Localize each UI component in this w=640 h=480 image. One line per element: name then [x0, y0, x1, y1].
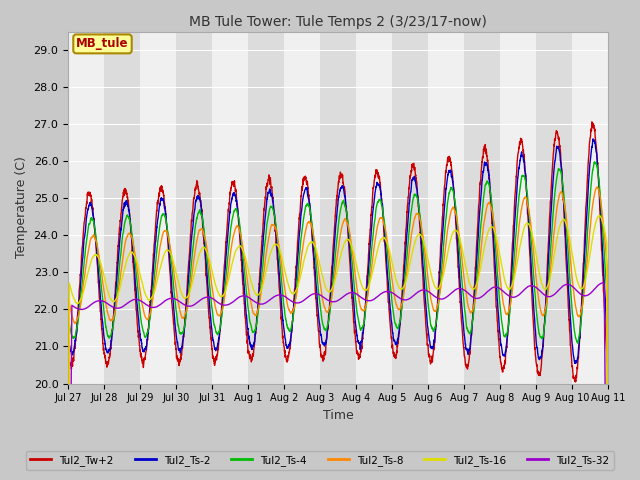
- Bar: [608, 32, 640, 384]
- Bar: [356, 32, 392, 384]
- Bar: [536, 32, 572, 384]
- Bar: [176, 32, 212, 384]
- Bar: [464, 32, 500, 384]
- Text: MB_tule: MB_tule: [76, 37, 129, 50]
- Bar: [104, 32, 140, 384]
- Bar: [212, 32, 248, 384]
- Bar: [248, 32, 284, 384]
- X-axis label: Time: Time: [323, 409, 353, 422]
- Bar: [140, 32, 176, 384]
- Bar: [284, 32, 320, 384]
- Bar: [392, 32, 428, 384]
- Bar: [68, 32, 104, 384]
- Title: MB Tule Tower: Tule Temps 2 (3/23/17-now): MB Tule Tower: Tule Temps 2 (3/23/17-now…: [189, 15, 487, 29]
- Legend: Tul2_Tw+2, Tul2_Ts-2, Tul2_Ts-4, Tul2_Ts-8, Tul2_Ts-16, Tul2_Ts-32: Tul2_Tw+2, Tul2_Ts-2, Tul2_Ts-4, Tul2_Ts…: [26, 451, 614, 470]
- Bar: [320, 32, 356, 384]
- Y-axis label: Temperature (C): Temperature (C): [15, 156, 28, 258]
- Bar: [572, 32, 608, 384]
- Bar: [428, 32, 464, 384]
- Bar: [500, 32, 536, 384]
